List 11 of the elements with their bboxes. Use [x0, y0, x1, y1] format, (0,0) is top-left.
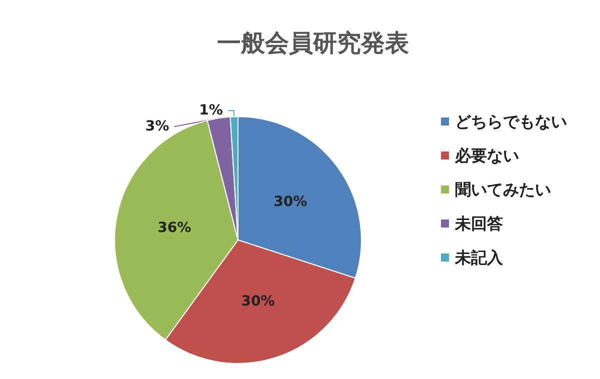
data-label: 36%: [158, 220, 192, 236]
legend-label: どちらでもない: [455, 112, 567, 131]
chart-title: 一般会員研究発表: [217, 29, 409, 57]
legend-label: 必要ない: [454, 146, 519, 165]
data-label: 30%: [274, 194, 308, 210]
legend-label: 未回答: [454, 214, 503, 233]
data-label: 1%: [199, 102, 223, 119]
legend-label: 聞いてみたい: [455, 180, 551, 199]
legend-label: 未記入: [454, 248, 504, 267]
data-label: 30%: [241, 294, 275, 310]
data-label: 3%: [145, 118, 170, 135]
